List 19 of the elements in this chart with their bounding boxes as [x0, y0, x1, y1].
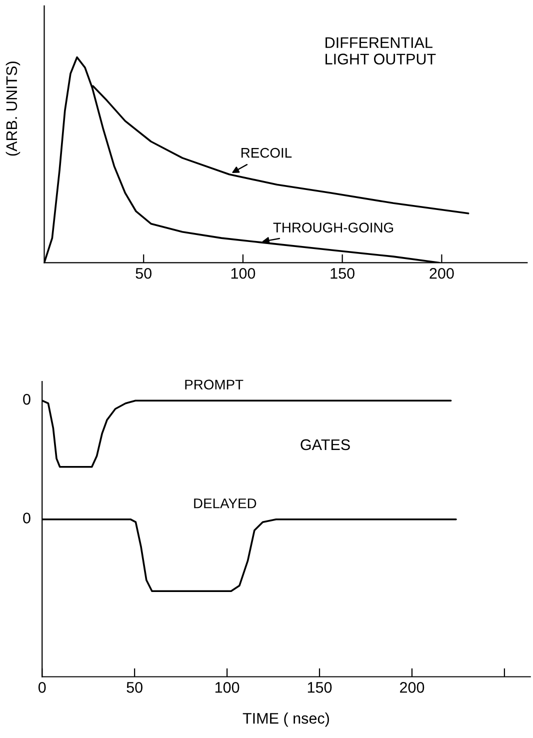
y-axis-title: (ARB. UNITS) [6, 62, 20, 156]
series-label: PROMPT [185, 380, 244, 390]
x-tick-label: 50 [136, 268, 152, 279]
chart-title: DIFFERENTIAL LIGHT OUTPUT [326, 37, 436, 64]
annotation: 0 [23, 394, 30, 405]
x-tick-label: 0 [38, 682, 46, 693]
x-tick-label: 100 [215, 682, 240, 693]
x-tick-label: 150 [330, 268, 354, 279]
x-tick-label: 200 [430, 268, 454, 279]
series-label: RECOIL [242, 148, 292, 158]
annotation: 0 [23, 512, 30, 524]
series-label: DELAYED [194, 498, 256, 508]
x-tick-label: 200 [400, 682, 424, 693]
x-tick-label: 100 [231, 268, 256, 279]
x-axis-title: TIME ( nsec) [242, 712, 329, 727]
x-tick-label: 150 [308, 682, 332, 693]
series-label: THROUGH-GOING [273, 222, 394, 232]
text: GATES [300, 439, 350, 450]
x-tick-label: 50 [126, 682, 142, 693]
